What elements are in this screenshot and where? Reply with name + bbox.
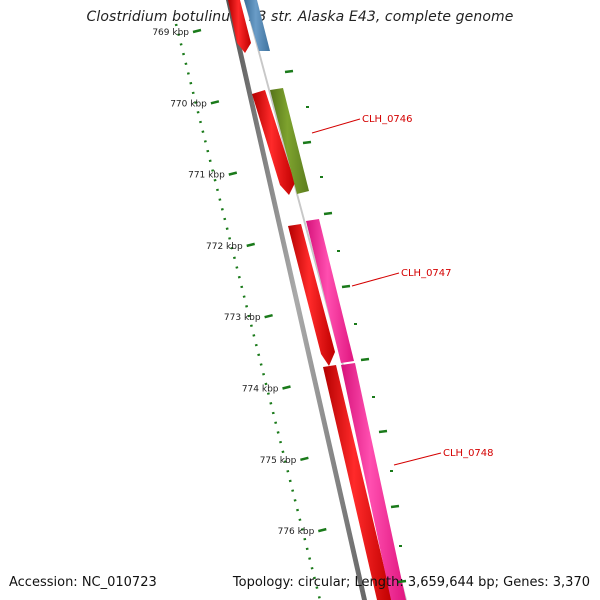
genome-backbone — [226, 0, 367, 600]
cds-feature-clh0747 — [288, 224, 335, 366]
ruler-tick-label: 775 kbp — [260, 456, 297, 466]
ruler-tick — [282, 385, 291, 390]
gene-label-clh0748: CLH_0748 — [443, 448, 494, 459]
ruler-tick-label: 770 kbp — [170, 99, 207, 109]
cds-feature-top — [228, 0, 251, 53]
ruler-tick — [300, 456, 309, 462]
ruler-tick — [246, 242, 256, 248]
ruler-ticks: 769 kbp 770 kbp 771 kbp 772 kbp 773 kbp 774 k… — [152, 28, 327, 537]
accession-text: Accession: NC_010723 — [9, 575, 157, 590]
gene-feature-clh0747 — [306, 219, 354, 363]
ruler-tick — [264, 313, 273, 319]
ruler-tick-label: 774 kbp — [242, 385, 279, 395]
gene-label-clh0747: CLH_0747 — [401, 268, 452, 279]
backbone-ticks — [284, 69, 407, 584]
cds-feature-clh0746 — [252, 90, 295, 195]
backbone-minor-ticks — [306, 106, 402, 547]
ruler-tick-label: 773 kbp — [224, 313, 261, 323]
cds-feature-clh0748 — [323, 365, 392, 600]
genome-summary-text: Topology: circular; Length: 3,659,644 bp… — [232, 575, 590, 590]
map-title: Clostridium botulinum E3 str. Alaska E43… — [86, 9, 514, 25]
ruler-tick-label: 771 kbp — [188, 171, 225, 181]
gene-label-clh0746: CLH_0746 — [362, 114, 413, 125]
label-leader-clh0748 — [393, 452, 442, 466]
gene-feature-top — [244, 0, 270, 51]
ruler-tick-label: 769 kbp — [152, 28, 189, 38]
ruler-tick-label: 772 kbp — [206, 242, 243, 252]
gene-feature-clh0746 — [270, 88, 309, 194]
ruler-tick — [228, 171, 238, 176]
ruler-tick — [210, 100, 220, 105]
label-leader-clh0746 — [311, 118, 361, 134]
ruler-tick-label: 776 kbp — [278, 527, 315, 537]
label-leader-clh0747 — [351, 272, 400, 287]
ruler-tick — [317, 527, 327, 533]
gene-feature-clh0748 — [341, 363, 406, 600]
ruler-tick — [192, 28, 202, 34]
